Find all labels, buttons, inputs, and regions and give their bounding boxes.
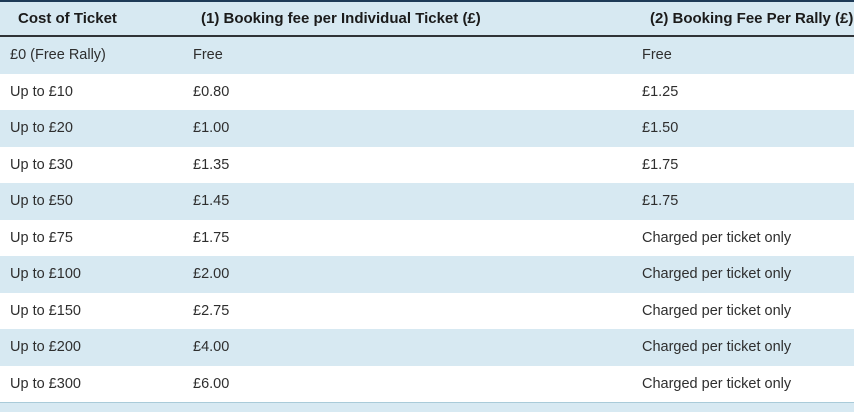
table-row: Up to £100 £2.00 Charged per ticket only (0, 256, 854, 293)
cell-rally-fee: £1.75 (632, 183, 854, 220)
cell-individual-fee: £1.75 (183, 219, 632, 256)
cell-individual-fee: £6.00 (183, 365, 632, 403)
column-header-rally-fee: (2) Booking Fee Per Rally (£) (632, 1, 854, 37)
cell-individual-fee: £2.75 (183, 292, 632, 329)
cell-cost: Up to £30 (0, 146, 183, 183)
cell-individual-fee: Free (183, 36, 632, 74)
cell-rally-fee: Charged per ticket only (632, 256, 854, 293)
table-row: Up to £75 £1.75 Charged per ticket only (0, 219, 854, 256)
cell-rally-fee: Charged per ticket only (632, 329, 854, 366)
cell-rally-fee: £1.50 (632, 110, 854, 147)
cell-cost: Up to £20 (0, 110, 183, 147)
table-row-partial (0, 402, 854, 412)
cell-rally-fee: £1.25 (632, 73, 854, 110)
cell-cost: Up to £150 (0, 292, 183, 329)
table-header: Cost of Ticket (1) Booking fee per Indiv… (0, 1, 854, 37)
table-row: Up to £150 £2.75 Charged per ticket only (0, 292, 854, 329)
table-body: £0 (Free Rally) Free Free Up to £10 £0.80 £1.… (0, 36, 854, 412)
cell-rally-fee: Charged per ticket only (632, 292, 854, 329)
table-row: Up to £10 £0.80 £1.25 (0, 73, 854, 110)
cell-rally-fee: Free (632, 36, 854, 74)
cell-cost: Up to £100 (0, 256, 183, 293)
cell-rally-fee: £1.75 (632, 146, 854, 183)
cell-empty (0, 402, 183, 412)
cell-cost: Up to £10 (0, 73, 183, 110)
cell-cost: Up to £75 (0, 219, 183, 256)
cell-individual-fee: £1.35 (183, 146, 632, 183)
cell-cost: £0 (Free Rally) (0, 36, 183, 74)
cell-individual-fee: £1.45 (183, 183, 632, 220)
column-header-cost-of-ticket: Cost of Ticket (0, 1, 183, 37)
cell-individual-fee: £2.00 (183, 256, 632, 293)
table-row: Up to £300 £6.00 Charged per ticket only (0, 365, 854, 403)
table-row: Up to £50 £1.45 £1.75 (0, 183, 854, 220)
table-row: Up to £200 £4.00 Charged per ticket only (0, 329, 854, 366)
cell-rally-fee: Charged per ticket only (632, 219, 854, 256)
cell-rally-fee: Charged per ticket only (632, 365, 854, 403)
table-row: £0 (Free Rally) Free Free (0, 36, 854, 74)
cell-individual-fee: £0.80 (183, 73, 632, 110)
cell-empty (183, 402, 632, 412)
cell-empty (632, 402, 854, 412)
table-row: Up to £20 £1.00 £1.50 (0, 110, 854, 147)
column-header-individual-ticket-fee: (1) Booking fee per Individual Ticket (£… (183, 1, 632, 37)
table-row: Up to £30 £1.35 £1.75 (0, 146, 854, 183)
cell-individual-fee: £1.00 (183, 110, 632, 147)
cell-cost: Up to £300 (0, 365, 183, 403)
cell-cost: Up to £50 (0, 183, 183, 220)
header-row: Cost of Ticket (1) Booking fee per Indiv… (0, 1, 854, 37)
cell-cost: Up to £200 (0, 329, 183, 366)
cell-individual-fee: £4.00 (183, 329, 632, 366)
